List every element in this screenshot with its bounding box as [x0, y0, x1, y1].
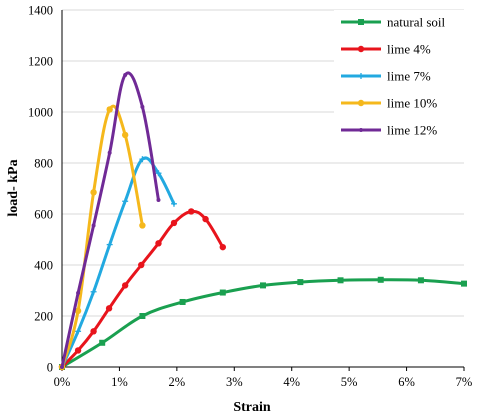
data-point: [188, 208, 195, 215]
data-point: [461, 280, 467, 287]
legend-swatch-marker: [358, 19, 364, 25]
data-point: [99, 339, 106, 346]
series-layer: [58, 71, 467, 371]
legend-swatch-marker: [358, 73, 364, 79]
data-point: [90, 189, 97, 196]
series-line: [60, 278, 466, 369]
data-point: [140, 104, 145, 109]
legend-label: lime 10%: [387, 96, 437, 111]
y-tick-label: 600: [34, 208, 53, 222]
data-point: [90, 288, 97, 295]
legend-item: lime 4%: [341, 42, 431, 57]
data-point: [106, 241, 113, 248]
x-tick-label: 7%: [456, 375, 473, 389]
data-point: [75, 328, 82, 335]
data-point: [179, 298, 186, 305]
data-point: [219, 243, 226, 251]
data-point: [202, 215, 209, 223]
data-point: [106, 106, 113, 113]
legend-item: lime 7%: [341, 69, 431, 84]
series-line: [60, 156, 176, 369]
data-point: [139, 313, 146, 319]
y-tick-label: 200: [34, 310, 53, 324]
data-point: [219, 289, 226, 296]
data-point: [90, 328, 97, 335]
y-tick-label: 1200: [28, 55, 53, 69]
series-lime-10-: [58, 104, 146, 371]
y-tick-label: 1000: [28, 106, 53, 120]
series-line: [60, 104, 144, 369]
legend-label: lime 12%: [387, 123, 437, 138]
data-point: [107, 150, 112, 155]
data-point: [123, 73, 128, 78]
legend-label: natural soil: [387, 15, 446, 30]
x-tick-label: 4%: [283, 375, 300, 389]
data-point: [76, 291, 81, 296]
data-point: [91, 223, 96, 228]
y-tick-label: 800: [34, 157, 53, 171]
x-tick-label: 1%: [111, 375, 128, 389]
data-point: [122, 198, 129, 205]
data-point: [139, 222, 146, 229]
data-point: [337, 277, 344, 284]
grid-lines: [62, 9, 464, 317]
data-point: [74, 347, 82, 354]
x-tick-label: 5%: [341, 375, 358, 389]
axes: [61, 10, 465, 371]
x-axis-label: Strain: [233, 400, 271, 415]
data-point: [155, 170, 162, 177]
y-tick-label: 400: [34, 259, 53, 273]
data-point: [121, 131, 129, 139]
data-point: [377, 276, 384, 283]
y-tick-label: 1400: [28, 4, 53, 18]
legend: natural soil lime 4% lime 7% lime 10% lime 1…: [334, 10, 464, 148]
legend-item: natural soil: [341, 15, 446, 30]
data-point: [155, 240, 162, 247]
x-tick-label: 3%: [226, 375, 243, 389]
data-point: [170, 219, 178, 227]
data-point: [138, 261, 145, 269]
data-point: [139, 156, 146, 163]
series-lime-7-: [59, 156, 177, 370]
x-tick-label: 0%: [54, 375, 71, 389]
legend-box: [334, 10, 464, 148]
y-tick-label: 0: [47, 361, 53, 375]
data-point: [297, 279, 304, 286]
x-tick-label: 2%: [169, 375, 186, 389]
series-line: [60, 209, 225, 369]
tick-labels: 0 200 400 600 800 1000 1200 1400 0% 1% 2% 3% 4% 5% 6% 7…: [28, 4, 472, 390]
data-point: [156, 197, 161, 202]
legend-swatch-marker: [357, 99, 365, 107]
data-point: [170, 200, 177, 207]
data-point: [60, 365, 64, 369]
x-tick-label: 6%: [398, 375, 415, 389]
legend-item: lime 10%: [341, 96, 437, 111]
data-point: [417, 277, 424, 284]
legend-swatch-marker: [357, 45, 365, 53]
series-lime-12-: [60, 71, 161, 369]
legend-label: lime 4%: [387, 42, 431, 57]
legend-swatch-marker: [359, 128, 363, 132]
data-point: [121, 282, 129, 289]
data-point: [74, 307, 82, 315]
data-point: [260, 282, 266, 289]
data-point: [105, 305, 113, 312]
series-lime-4-: [58, 208, 226, 371]
legend-label: lime 7%: [387, 69, 431, 84]
legend-item: lime 12%: [341, 123, 437, 138]
y-axis-label: load- kPa: [6, 159, 21, 216]
